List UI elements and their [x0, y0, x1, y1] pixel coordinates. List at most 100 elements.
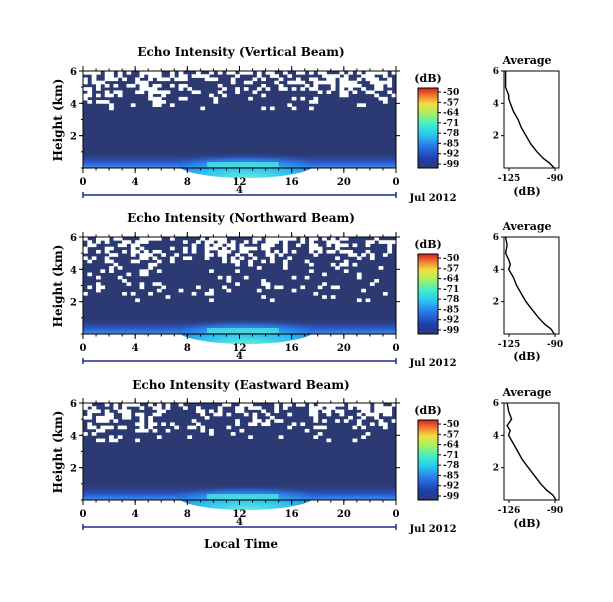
missing-cell [196, 90, 201, 95]
missing-cell [230, 71, 236, 75]
missing-cell [148, 419, 153, 423]
missing-cell [156, 83, 162, 88]
missing-cell [200, 237, 206, 241]
missing-cell [356, 275, 362, 280]
missing-cell [87, 272, 93, 277]
missing-cell [239, 246, 245, 251]
profile-y-tick-label: 4 [493, 265, 499, 275]
profile-y-tick-label: 4 [493, 431, 499, 441]
missing-cell [122, 409, 127, 414]
missing-cell [356, 419, 362, 423]
missing-cell [339, 262, 345, 267]
missing-cell [96, 240, 101, 244]
missing-cell [391, 93, 397, 98]
y-tick-label: 6 [70, 233, 77, 244]
missing-cell [322, 425, 327, 430]
missing-cell [209, 246, 214, 251]
missing-cell [182, 240, 188, 244]
day-bar: 4 [82, 185, 397, 198]
missing-cell [204, 74, 210, 78]
missing-cell [352, 243, 358, 248]
missing-cell [122, 425, 127, 430]
missing-cell [226, 71, 232, 75]
missing-cell [361, 425, 366, 430]
missing-cell [91, 74, 97, 78]
missing-cell [378, 87, 384, 91]
colorbar-tick-label: -78 [443, 295, 459, 305]
missing-cell [335, 403, 340, 407]
missing-cell [256, 71, 262, 75]
missing-cell [182, 406, 188, 410]
missing-cell [143, 272, 149, 277]
colorbar-tick-label: -71 [443, 451, 459, 461]
missing-cell [291, 288, 297, 293]
missing-cell [104, 425, 110, 430]
missing-cell [100, 269, 106, 273]
missing-cell [235, 262, 240, 267]
missing-cell [278, 435, 284, 439]
missing-cell [143, 249, 149, 254]
missing-cell [182, 74, 188, 78]
x-tick-label: 12 [233, 343, 247, 354]
missing-cell [300, 240, 306, 244]
missing-cell [317, 71, 323, 75]
missing-cell [100, 419, 106, 423]
missing-cell [296, 71, 301, 75]
missing-cell [182, 96, 188, 101]
missing-cell [313, 237, 319, 241]
missing-cell [169, 71, 175, 75]
profile-x-tick-label: -126 [498, 506, 521, 516]
missing-cell [113, 83, 119, 88]
missing-cell [378, 83, 384, 88]
missing-cell [156, 96, 162, 101]
missing-cell [139, 422, 145, 427]
missing-cell [139, 71, 145, 75]
missing-cell [83, 80, 88, 85]
missing-cell [126, 240, 132, 244]
missing-cell [204, 77, 210, 82]
missing-cell [361, 253, 366, 257]
panel-title: Echo Intensity (Eastward Beam) [132, 378, 349, 392]
x-tick-label: 8 [184, 343, 191, 354]
x-tick-label: 4 [132, 343, 139, 354]
missing-cell [109, 106, 114, 111]
y-tick-label: 4 [70, 99, 77, 110]
missing-cell [265, 249, 271, 254]
missing-cell [126, 272, 132, 277]
missing-cell [109, 253, 114, 257]
missing-cell [339, 87, 345, 91]
missing-cell [139, 285, 145, 290]
day-bar: 4 [82, 517, 397, 530]
missing-cell [209, 253, 214, 257]
missing-cell [139, 246, 145, 251]
missing-cell [152, 96, 158, 101]
missing-cell [365, 240, 371, 244]
missing-cell [204, 415, 210, 420]
missing-cell [148, 422, 153, 427]
missing-cell [322, 403, 327, 407]
missing-cell [196, 74, 201, 78]
missing-cell [348, 71, 353, 75]
missing-cell [178, 74, 184, 78]
missing-cell [348, 87, 353, 91]
missing-cell [196, 71, 201, 75]
missing-cell [387, 80, 393, 85]
missing-cell [274, 80, 280, 85]
missing-cell [317, 432, 323, 436]
missing-cell [343, 269, 349, 273]
missing-cell [248, 422, 253, 427]
day-marker: 4 [236, 517, 243, 528]
missing-cell [252, 415, 258, 420]
missing-cell [265, 419, 271, 423]
colorbar-tick-label: -57 [443, 98, 459, 108]
missing-cell [152, 282, 158, 286]
missing-cell [335, 74, 340, 78]
missing-cell [191, 90, 197, 95]
missing-cell [165, 90, 171, 95]
missing-cell [365, 406, 371, 410]
missing-cell [309, 106, 314, 111]
missing-cell [139, 412, 145, 417]
missing-cell [261, 259, 266, 264]
missing-cell [278, 237, 284, 241]
missing-cell [152, 100, 158, 104]
